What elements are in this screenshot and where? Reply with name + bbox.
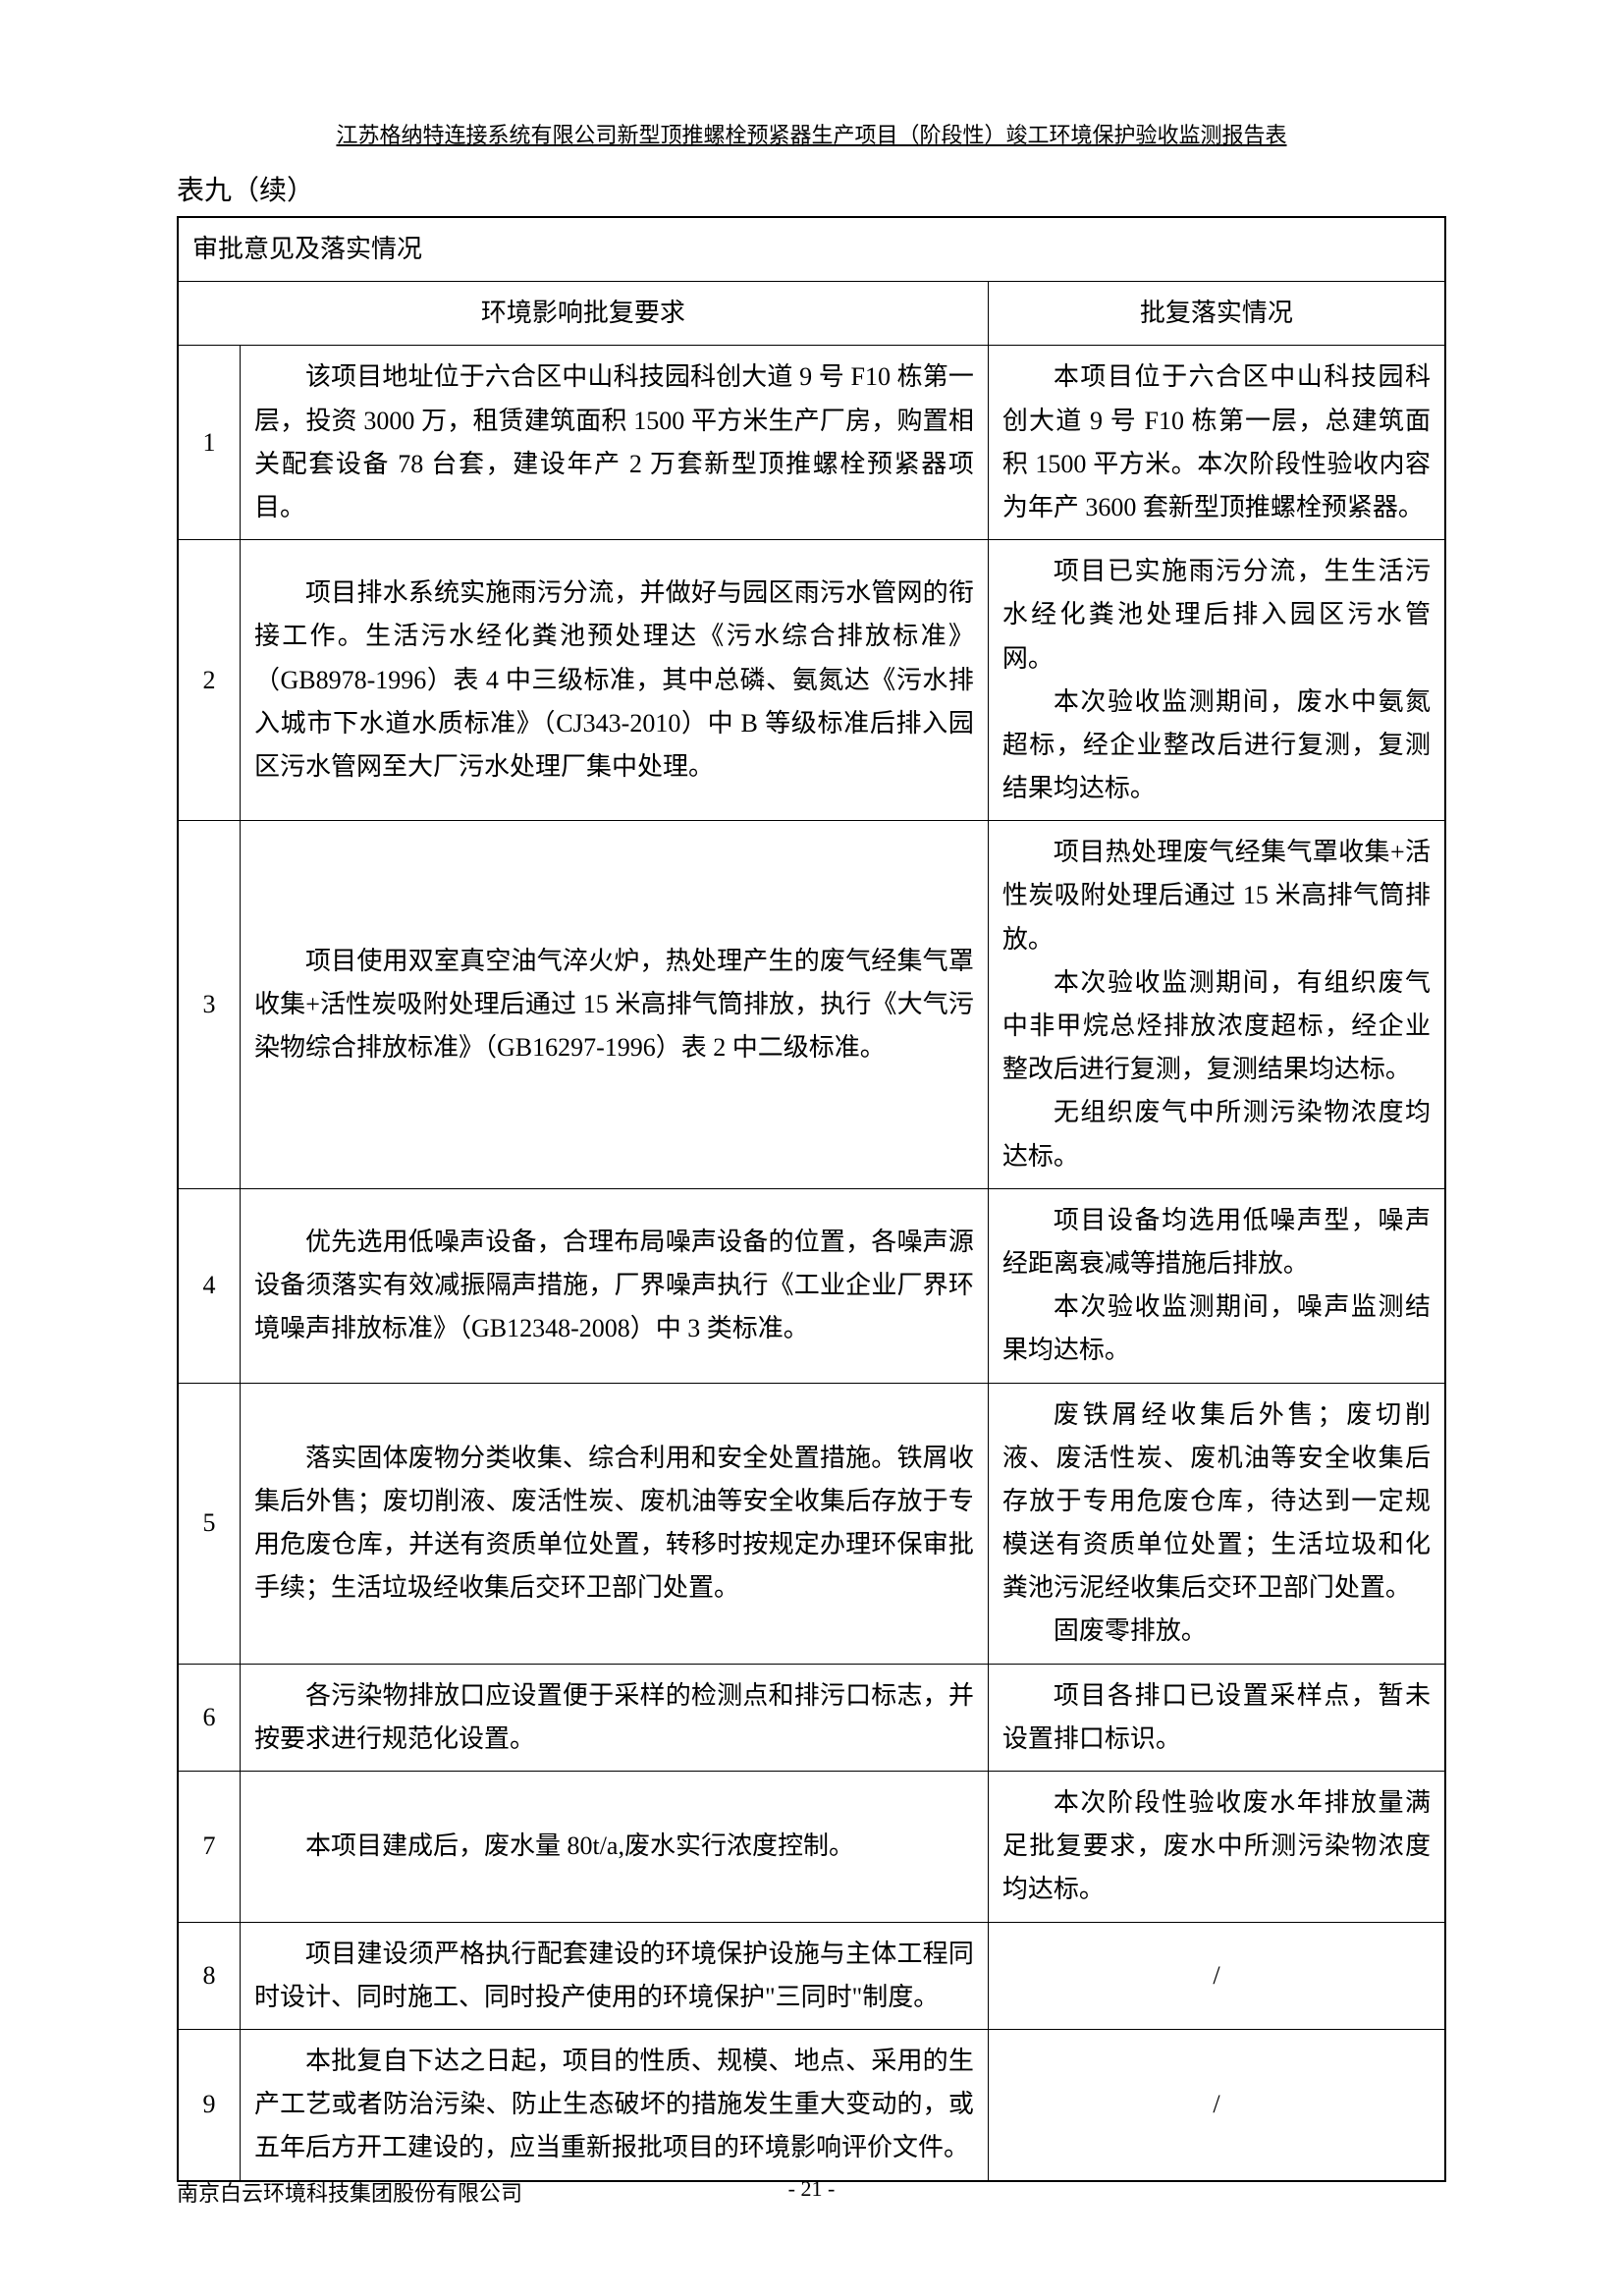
requirement-cell: 该项目地址位于六合区中山科技园科创大道 9 号 F10 栋第一层，投资 3000… [240, 346, 988, 540]
status-header: 批复落实情况 [988, 282, 1445, 346]
table-row: 6 各污染物排放口应设置便于采样的检测点和排污口标志，并按要求进行规范化设置。 … [178, 1664, 1445, 1771]
row-number: 3 [178, 821, 240, 1189]
status-cell: 废铁屑经收集后外售；废切削液、废活性炭、废机油等安全收集后存放于专用危废仓库，待… [988, 1383, 1445, 1664]
requirement-cell: 项目排水系统实施雨污分流，并做好与园区雨污水管网的衔接工作。生活污水经化粪池预处… [240, 540, 988, 821]
requirement-cell: 各污染物排放口应设置便于采样的检测点和排污口标志，并按要求进行规范化设置。 [240, 1664, 988, 1771]
status-cell: 本项目位于六合区中山科技园科创大道 9 号 F10 栋第一层，总建筑面积 150… [988, 346, 1445, 540]
table-row: 2 项目排水系统实施雨污分流，并做好与园区雨污水管网的衔接工作。生活污水经化粪池… [178, 540, 1445, 821]
table-row: 4 优先选用低噪声设备，合理布局噪声设备的位置，各噪声源设备须落实有效减振隔声措… [178, 1188, 1445, 1383]
requirement-cell: 本批复自下达之日起，项目的性质、规模、地点、采用的生产工艺或者防治污染、防止生态… [240, 2029, 988, 2180]
row-number: 7 [178, 1772, 240, 1923]
table-title: 表九（续） [177, 169, 1446, 208]
row-number: 9 [178, 2029, 240, 2180]
status-cell: 本次阶段性验收废水年排放量满足批复要求，废水中所测污染物浓度均达标。 [988, 1772, 1445, 1923]
requirement-cell: 落实固体废物分类收集、综合利用和安全处置措施。铁屑收集后外售；废切削液、废活性炭… [240, 1383, 988, 1664]
row-number: 4 [178, 1188, 240, 1383]
status-cell: 项目已实施雨污分流，生生活污水经化粪池处理后排入园区污水管网。 本次验收监测期间… [988, 540, 1445, 821]
page-footer: 南京白云环境科技集团股份有限公司 - 21 - [177, 2176, 1446, 2208]
requirement-header: 环境影响批复要求 [178, 282, 988, 346]
status-cell: / [988, 2029, 1445, 2180]
table-row: 5 落实固体废物分类收集、综合利用和安全处置措施。铁屑收集后外售；废切削液、废活… [178, 1383, 1445, 1664]
status-cell: / [988, 1922, 1445, 2029]
row-number: 8 [178, 1922, 240, 2029]
requirement-cell: 项目建设须严格执行配套建设的环境保护设施与主体工程同时设计、同时施工、同时投产使… [240, 1922, 988, 2029]
table-row: 1 该项目地址位于六合区中山科技园科创大道 9 号 F10 栋第一层，投资 30… [178, 346, 1445, 540]
table-row: 8 项目建设须严格执行配套建设的环境保护设施与主体工程同时设计、同时施工、同时投… [178, 1922, 1445, 2029]
section-header: 审批意见及落实情况 [178, 217, 1445, 282]
section-header-row: 审批意见及落实情况 [178, 217, 1445, 282]
table-row: 9 本批复自下达之日起，项目的性质、规模、地点、采用的生产工艺或者防治污染、防止… [178, 2029, 1445, 2180]
approval-table: 审批意见及落实情况 环境影响批复要求 批复落实情况 1 该项目地址位于六合区中山… [177, 216, 1446, 2182]
footer-page-number: - 21 - [788, 2176, 836, 2202]
requirement-cell: 本项目建成后，废水量 80t/a,废水实行浓度控制。 [240, 1772, 988, 1923]
status-cell: 项目热处理废气经集气罩收集+活性炭吸附处理后通过 15 米高排气筒排放。 本次验… [988, 821, 1445, 1189]
column-header-row: 环境影响批复要求 批复落实情况 [178, 282, 1445, 346]
status-cell: 项目设备均选用低噪声型，噪声经距离衰减等措施后排放。 本次验收监测期间，噪声监测… [988, 1188, 1445, 1383]
row-number: 2 [178, 540, 240, 821]
row-number: 1 [178, 346, 240, 540]
status-cell: 项目各排口已设置采样点，暂未设置排口标识。 [988, 1664, 1445, 1771]
row-number: 5 [178, 1383, 240, 1664]
table-row: 7 本项目建成后，废水量 80t/a,废水实行浓度控制。 本次阶段性验收废水年排… [178, 1772, 1445, 1923]
document-header: 江苏格纳特连接系统有限公司新型顶推螺栓预紧器生产项目（阶段性）竣工环境保护验收监… [177, 118, 1446, 149]
requirement-cell: 优先选用低噪声设备，合理布局噪声设备的位置，各噪声源设备须落实有效减振隔声措施，… [240, 1188, 988, 1383]
row-number: 6 [178, 1664, 240, 1771]
requirement-cell: 项目使用双室真空油气淬火炉，热处理产生的废气经集气罩收集+活性炭吸附处理后通过 … [240, 821, 988, 1189]
table-row: 3 项目使用双室真空油气淬火炉，热处理产生的废气经集气罩收集+活性炭吸附处理后通… [178, 821, 1445, 1189]
